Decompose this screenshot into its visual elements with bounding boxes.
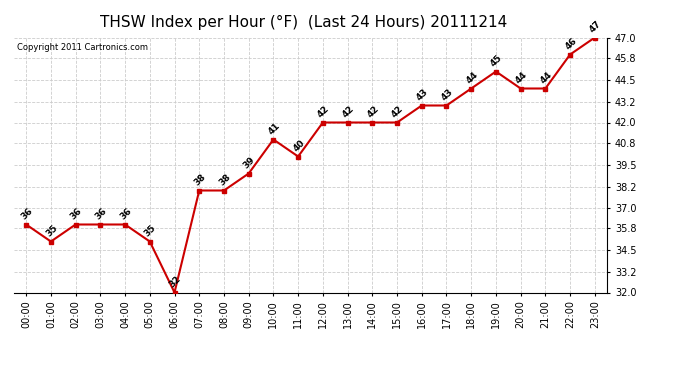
Text: THSW Index per Hour (°F)  (Last 24 Hours) 20111214: THSW Index per Hour (°F) (Last 24 Hours)… [100, 15, 507, 30]
Text: 42: 42 [341, 104, 356, 119]
Text: 44: 44 [514, 70, 529, 85]
Text: 36: 36 [93, 206, 108, 221]
Text: 43: 43 [415, 87, 430, 102]
Text: 35: 35 [143, 223, 158, 238]
Text: 44: 44 [464, 70, 480, 85]
Text: 39: 39 [241, 154, 257, 170]
Text: 36: 36 [69, 206, 84, 221]
Text: 42: 42 [316, 104, 331, 119]
Text: 32: 32 [168, 274, 183, 289]
Text: 36: 36 [19, 206, 34, 221]
Text: 42: 42 [366, 104, 381, 119]
Text: 38: 38 [217, 172, 233, 187]
Text: Copyright 2011 Cartronics.com: Copyright 2011 Cartronics.com [17, 43, 148, 52]
Text: 43: 43 [440, 87, 455, 102]
Text: 38: 38 [193, 172, 208, 187]
Text: 40: 40 [291, 138, 306, 153]
Text: 41: 41 [266, 121, 282, 136]
Text: 35: 35 [44, 223, 59, 238]
Text: 44: 44 [538, 70, 554, 85]
Text: 36: 36 [118, 206, 133, 221]
Text: 42: 42 [390, 104, 406, 119]
Text: 45: 45 [489, 53, 504, 68]
Text: 47: 47 [588, 19, 603, 34]
Text: 46: 46 [563, 36, 578, 51]
